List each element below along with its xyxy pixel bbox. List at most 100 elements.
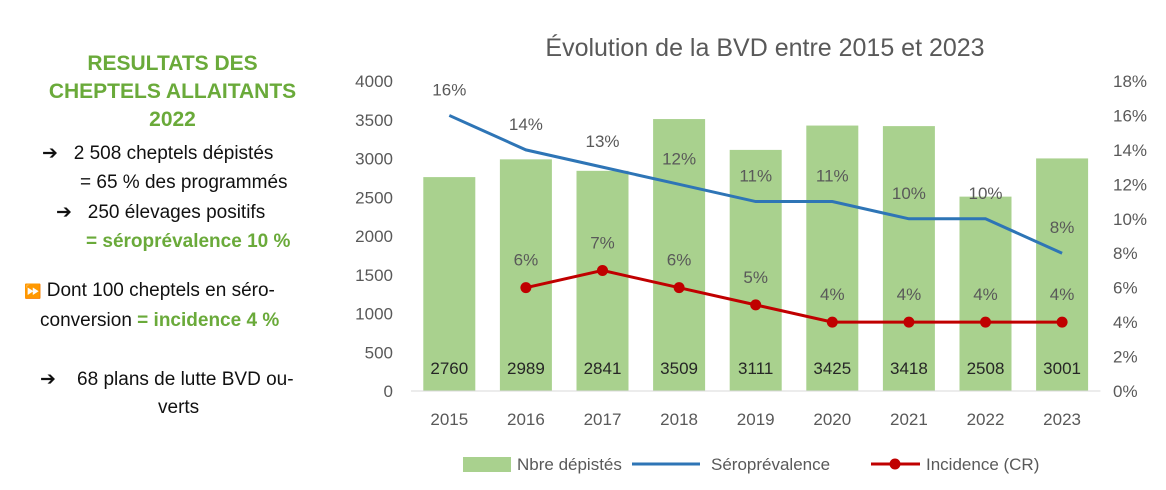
y-right-tick-label: 12% [1113,175,1147,194]
y-left-tick-label: 4000 [355,72,393,91]
double-arrow-icon: ⏩ [24,283,42,299]
summary-line-positive: ➔ 250 élevages positifs [56,201,265,224]
incidence-data-label: 4% [897,285,922,304]
x-tick-label: 2023 [1043,410,1081,429]
bar-data-label: 3001 [1043,359,1081,378]
summary-text: conversion [40,310,138,331]
y-left-tick-label: 3000 [355,150,393,169]
bar-data-label: 3418 [890,359,928,378]
incidence-data-label: 7% [590,233,615,252]
bar [729,149,782,391]
y-right-tick-label: 4% [1113,313,1138,332]
seroprevalence-data-label: 12% [662,149,696,168]
incidence-data-label: 4% [973,285,998,304]
series-line-seroprevalence [448,114,1063,255]
bar [499,159,552,391]
summary-title-line: RESULTATS DES [87,52,258,75]
bar-data-label: 2989 [507,359,545,378]
bar-data-label: 2508 [967,359,1005,378]
summary-line-seroprevalence: = séroprévalence 10 % [86,231,291,252]
summary-text: 250 élevages positifs [87,202,266,223]
incidence-point [826,316,838,328]
incidence-data-label: 6% [667,251,692,270]
bar [959,196,1012,391]
legend-label-seroprevalence: Séroprévalence [711,455,830,474]
y-right-tick-label: 6% [1113,279,1138,298]
legend-label-bars: Nbre dépistés [517,455,622,474]
incidence-data-label: 4% [1050,285,1075,304]
summary-line-incidence: conversion = incidence 4 % [40,310,279,332]
x-tick-label: 2015 [430,410,468,429]
y-right-tick-label: 16% [1113,106,1147,125]
seroprevalence-data-label: 10% [892,184,926,203]
summary-panel: RESULTATS DES CHEPTELS ALLAITANTS 2022 [0,50,345,134]
arrow-right-icon: ➔ [56,202,72,223]
summary-line-percent: = 65 % des programmés [80,172,288,193]
y-right-tick-label: 2% [1113,348,1138,367]
incidence-point [597,264,608,276]
summary-text: 2 508 cheptels dépistés [73,143,274,164]
incidence-point [1056,316,1068,328]
seroprevalence-data-label: 16% [432,80,466,99]
incidence-point [520,282,532,294]
bar [423,177,476,391]
x-tick-label: 2017 [584,410,622,429]
seroprevalence-data-label: 8% [1050,218,1075,237]
y-left-tick-label: 3500 [355,111,393,130]
incidence-point [980,316,991,328]
x-tick-label: 2020 [813,410,851,429]
y-left-tick-label: 0 [384,382,393,401]
y-right-tick-label: 8% [1113,244,1138,263]
summary-text: 68 plans de lutte BVD ou- [77,369,294,390]
summary-title: RESULTATS DES CHEPTELS ALLAITANTS 2022 [0,50,345,134]
seroprevalence-data-label: 11% [739,167,772,186]
summary-text: Dont 100 cheptels en séro- [46,280,275,301]
y-left-tick-label: 1500 [355,266,393,285]
y-right-tick-label: 10% [1113,210,1147,229]
y-right-tick-label: 14% [1113,141,1147,160]
y-right-tick-label: 0% [1113,382,1138,401]
seroprevalence-data-label: 13% [585,132,619,151]
x-tick-label: 2022 [967,410,1005,429]
bar [882,126,935,391]
summary-line-plans: ➔ 68 plans de lutte BVD ou- [40,368,294,391]
summary-text-green: = incidence 4 % [137,310,280,331]
bar-data-label: 3111 [738,359,773,378]
incidence-point [750,299,762,311]
x-tick-label: 2018 [660,410,698,429]
legend-marker-incidence [889,458,901,470]
incidence-data-label: 6% [514,251,539,270]
summary-title-line: 2022 [149,108,196,131]
summary-line-seroconversion: ⏩ Dont 100 cheptels en séro- [24,280,275,302]
bar-data-label: 3509 [660,359,698,378]
chart-title: Évolution de la BVD entre 2015 et 2023 [545,33,984,62]
y-left-tick-label: 500 [365,343,393,362]
legend-label-incidence: Incidence (CR) [926,455,1039,474]
bar-data-label: 3425 [813,359,851,378]
bar-data-label: 2841 [584,359,622,378]
x-tick-label: 2019 [737,410,775,429]
y-right-tick-label: 18% [1113,72,1147,91]
arrow-right-icon: ➔ [42,143,58,164]
x-tick-label: 2021 [890,410,928,429]
bar [576,170,629,391]
y-left-tick-label: 2500 [355,188,393,207]
bar [806,125,859,391]
x-tick-label: 2016 [507,410,545,429]
incidence-data-label: 5% [743,268,768,287]
series-line-incidence [525,268,1063,324]
seroprevalence-data-label: 10% [968,184,1002,203]
seroprevalence-data-label: 11% [816,167,849,186]
y-left-tick-label: 2000 [355,227,393,246]
incidence-point [673,282,685,294]
summary-line-plans-cont: verts [158,397,200,418]
y-left-tick-label: 1000 [355,305,393,324]
legend-swatch-bars [463,457,511,472]
summary-line-screened: ➔ 2 508 cheptels dépistés [42,142,273,165]
bar [653,119,706,392]
arrow-right-icon: ➔ [40,369,56,390]
bar-data-label: 2760 [430,359,468,378]
bvd-chart: Évolution de la BVD entre 2015 et 2023 0 5… [355,33,1147,474]
seroprevalence-data-label: 14% [509,115,543,134]
incidence-data-label: 4% [820,285,845,304]
